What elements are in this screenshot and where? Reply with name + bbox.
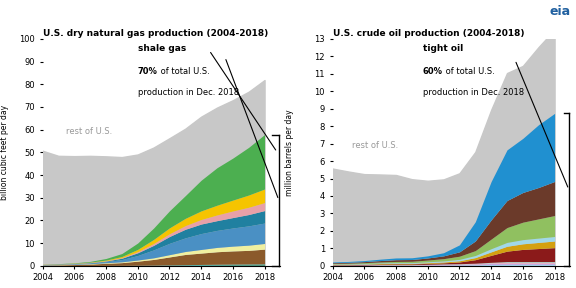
- Text: rest of U.S.: rest of U.S.: [351, 141, 398, 150]
- Text: million barrels per day: million barrels per day: [285, 109, 294, 196]
- Text: U.S. dry natural gas production (2004-2018): U.S. dry natural gas production (2004-20…: [43, 29, 268, 38]
- Text: 70%: 70%: [138, 67, 158, 76]
- Text: production in Dec. 2018: production in Dec. 2018: [138, 88, 239, 96]
- Text: of total U.S.: of total U.S.: [443, 67, 495, 76]
- Text: 60%: 60%: [423, 67, 443, 76]
- Text: shale gas: shale gas: [138, 44, 186, 54]
- Text: U.S. crude oil production (2004-2018): U.S. crude oil production (2004-2018): [332, 29, 524, 38]
- Text: rest of U.S.: rest of U.S.: [66, 127, 112, 136]
- Text: tight oil: tight oil: [423, 44, 463, 54]
- Text: billion cubic feet per day: billion cubic feet per day: [0, 105, 9, 200]
- Text: production in Dec. 2018: production in Dec. 2018: [423, 88, 524, 96]
- Text: of total U.S.: of total U.S.: [158, 67, 210, 76]
- Text: eia: eia: [550, 5, 570, 18]
